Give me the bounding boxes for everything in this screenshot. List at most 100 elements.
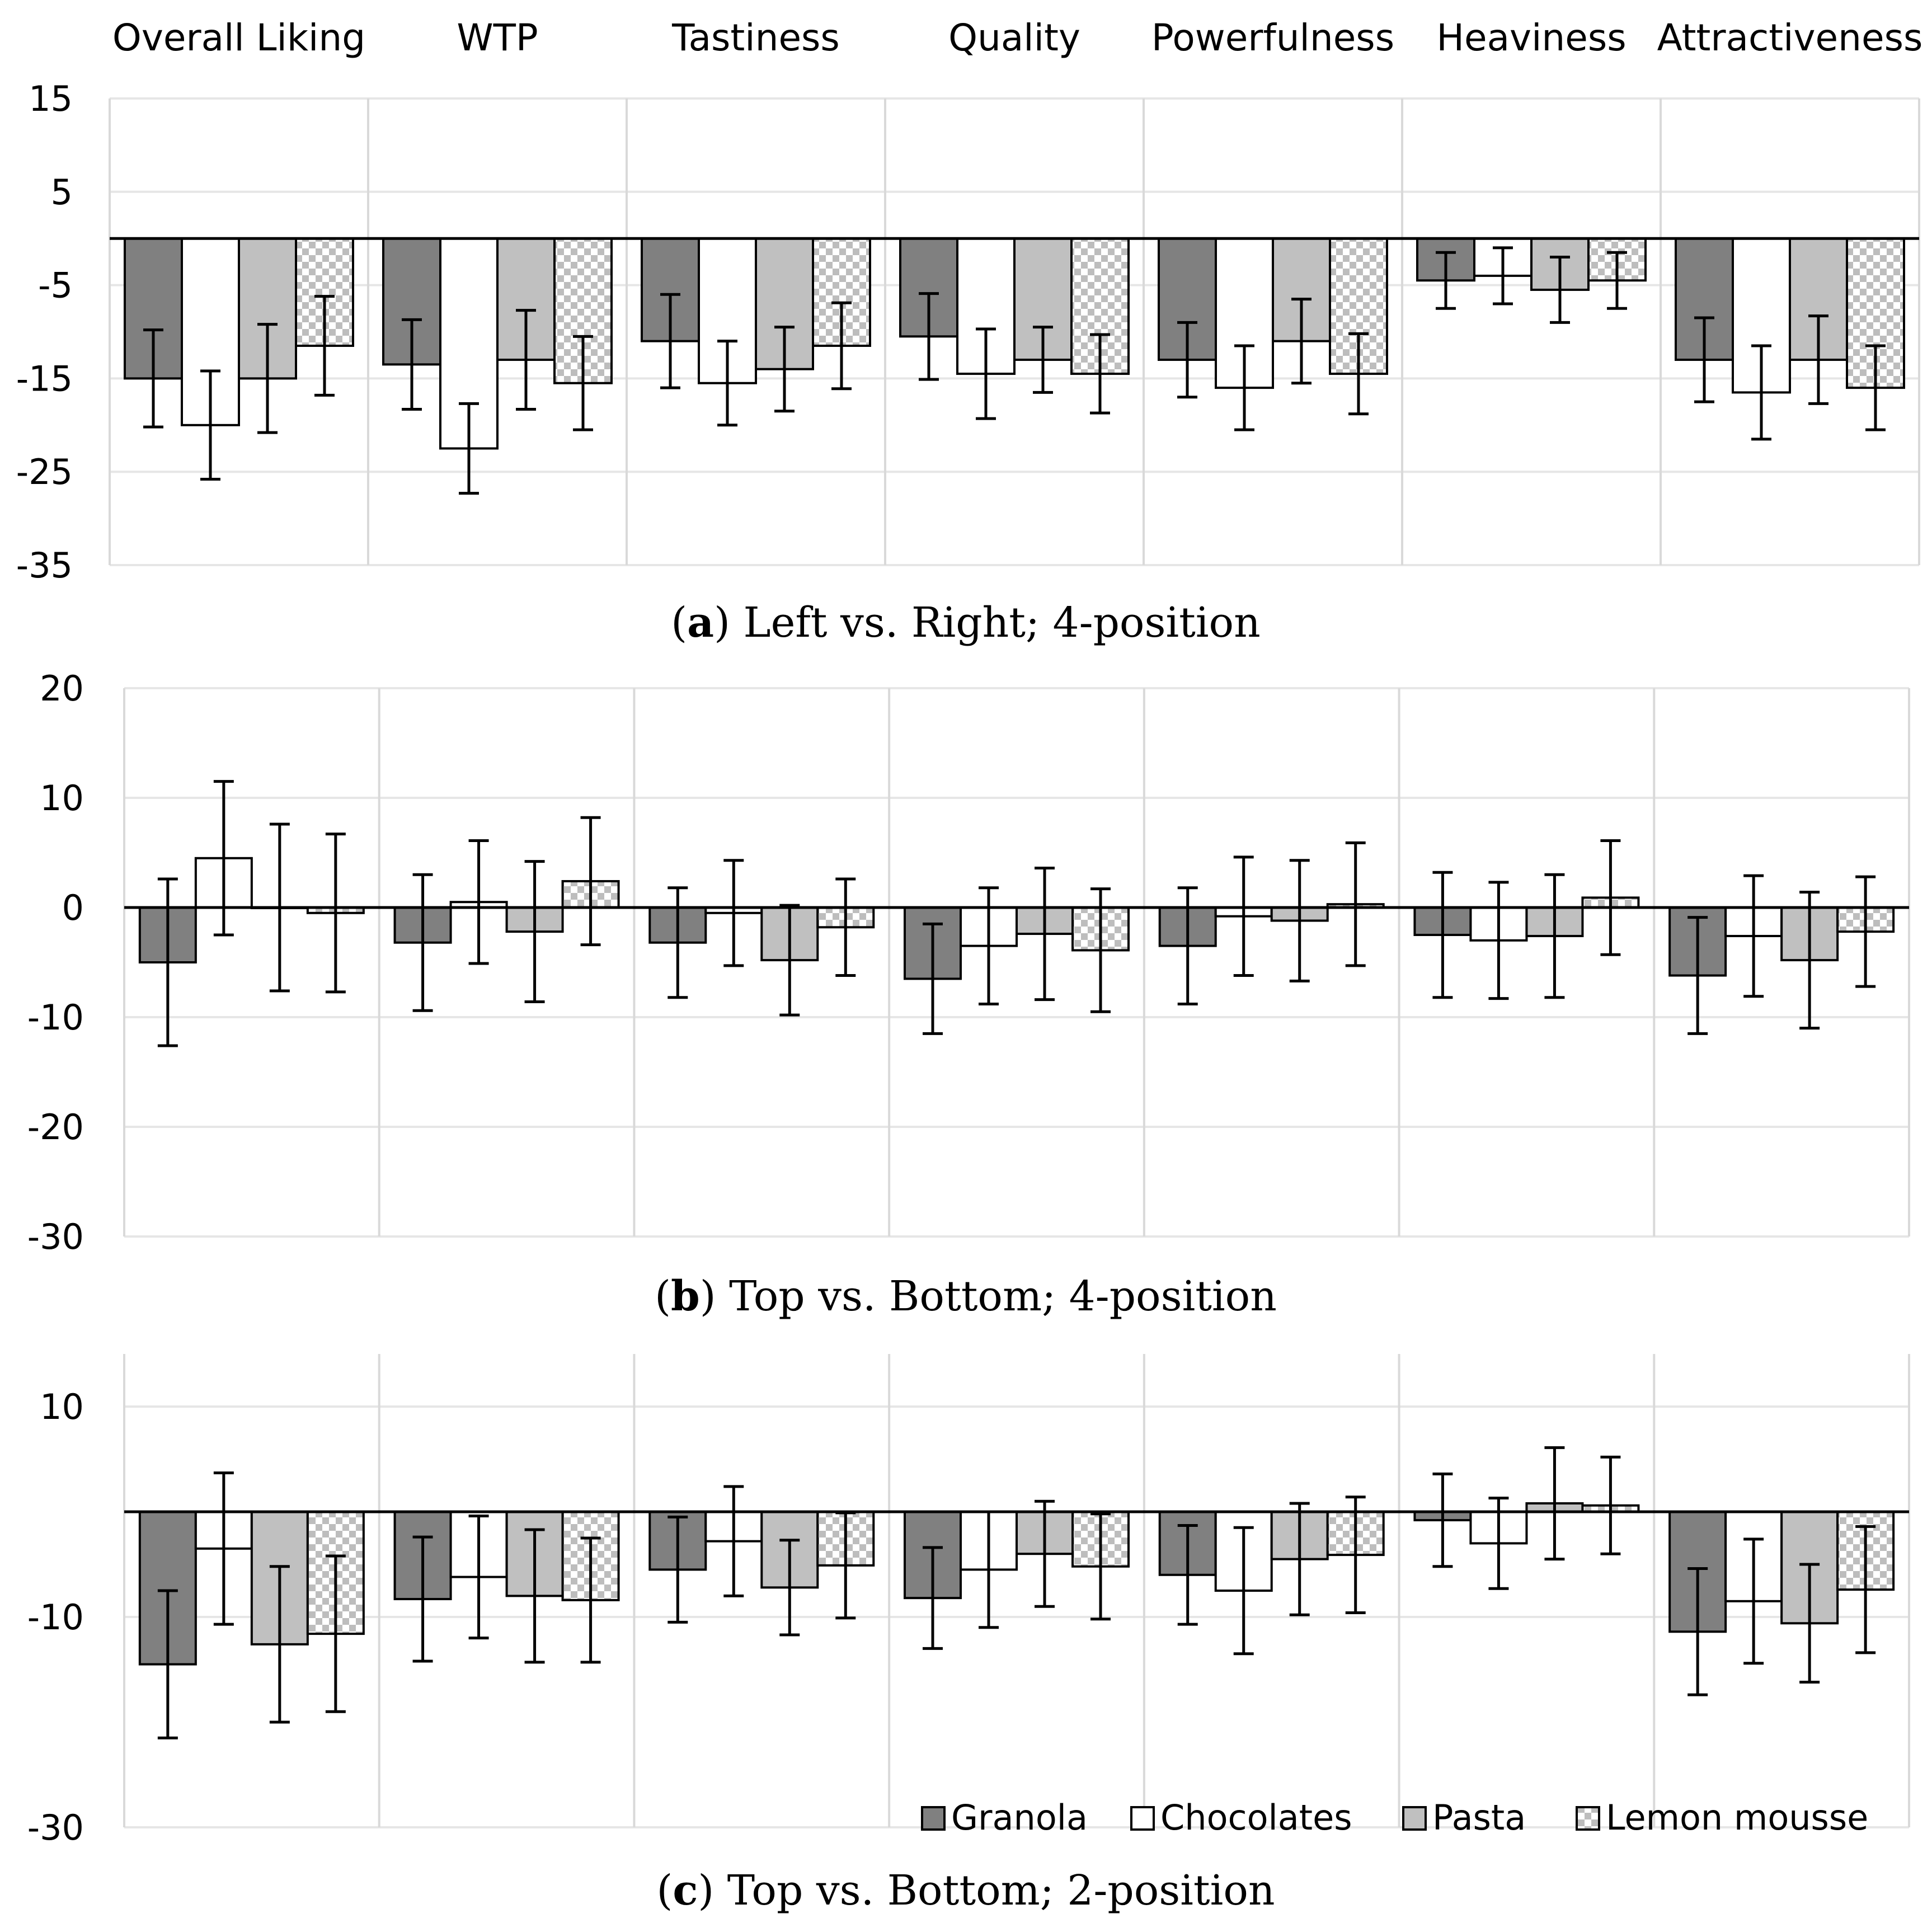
error-bar-granola-wtp (412, 1535, 433, 1663)
error-bar-lemon-mousse-overall-liking (325, 833, 346, 994)
caption-c: (c) Top vs. Bottom; 2-position (656, 1866, 1275, 1915)
caption-b-letter: b (671, 1272, 700, 1320)
error-bar-pasta-powerfulness (1289, 859, 1310, 982)
error-bar-lemon-mousse-powerfulness (1345, 841, 1366, 967)
error-bar-lemon-mousse-powerfulness (1345, 1496, 1366, 1614)
error-bar-pasta-wtp (516, 309, 536, 411)
error-bar-lemon-mousse-tastiness (831, 301, 852, 391)
category-label-heaviness: Heaviness (1436, 16, 1626, 59)
category-label-powerfulness: Powerfulness (1151, 16, 1394, 59)
panel-b: 20 10 0 -10 -20 -30 (27, 668, 1910, 1257)
y-tick-label: -10 (27, 1597, 84, 1638)
error-bar-granola-heaviness (1432, 871, 1453, 999)
error-bar-granola-overall-liking (143, 328, 163, 429)
error-bar-chocolates-attractiveness (1743, 874, 1764, 998)
error-bar-pasta-attractiveness (1808, 314, 1828, 405)
error-bar-granola-tastiness (667, 1515, 688, 1624)
error-bar-granola-wtp (402, 318, 422, 411)
legend-label-granola: Granola (951, 1797, 1088, 1838)
error-bar-lemon-mousse-overall-liking (314, 295, 335, 397)
error-bar-chocolates-attractiveness (1751, 344, 1771, 441)
error-bar-pasta-heaviness (1544, 1446, 1565, 1561)
caption-b-text: Top vs. Bottom; 4-position (729, 1272, 1277, 1320)
y-tick-label: -25 (16, 452, 73, 492)
error-bar-pasta-tastiness (779, 904, 800, 1017)
error-bar-chocolates-heaviness (1488, 1497, 1509, 1590)
y-tick-label: -30 (27, 1216, 84, 1257)
caption-b: (b) Top vs. Bottom; 4-position (655, 1272, 1277, 1320)
error-bar-lemon-mousse-attractiveness (1865, 344, 1886, 431)
error-bar-chocolates-powerfulness (1233, 1526, 1254, 1656)
error-bar-chocolates-tastiness (723, 859, 744, 967)
category-label-quality: Quality (948, 16, 1080, 59)
error-bar-chocolates-heaviness (1488, 881, 1509, 1000)
error-bar-pasta-tastiness (779, 1539, 800, 1637)
error-bar-lemon-mousse-wtp (580, 816, 601, 947)
error-bar-granola-heaviness (1432, 1472, 1453, 1568)
error-bar-granola-powerfulness (1177, 321, 1197, 399)
error-bar-chocolates-heaviness (1493, 246, 1513, 305)
category-header: Overall Liking WTP Tastiness Quality Powerfu… (112, 16, 1922, 59)
error-bar-granola-heaviness (1436, 251, 1456, 310)
caption-c-text: Top vs. Bottom; 2-position (727, 1866, 1275, 1915)
error-bar-pasta-overall-liking (257, 323, 278, 434)
y-tick-label: 15 (29, 78, 73, 119)
error-bar-pasta-heaviness (1550, 256, 1570, 324)
error-bar-granola-powerfulness (1177, 1524, 1198, 1626)
error-bar-chocolates-wtp (459, 402, 479, 495)
error-bar-lemon-mousse-heaviness (1600, 1455, 1621, 1555)
error-bar-pasta-quality (1035, 866, 1055, 1002)
error-bar-granola-attractiveness (1687, 916, 1708, 1035)
error-bar-lemon-mousse-wtp (573, 335, 593, 431)
error-bar-lemon-mousse-attractiveness (1855, 1525, 1876, 1654)
error-bar-chocolates-overall-liking (213, 780, 234, 937)
legend-label-pasta: Pasta (1432, 1797, 1526, 1838)
error-bar-pasta-quality (1033, 326, 1053, 394)
y-tick-label: 20 (40, 668, 84, 709)
error-bar-pasta-attractiveness (1799, 1563, 1820, 1684)
error-bar-pasta-wtp (524, 860, 545, 1004)
y-tick-label: -10 (27, 997, 84, 1038)
error-bar-lemon-mousse-tastiness (835, 877, 856, 977)
legend-swatch-pasta (1402, 1806, 1427, 1831)
category-label-tastiness: Tastiness (671, 16, 840, 59)
category-label-attractiveness: Attractiveness (1657, 16, 1923, 59)
error-bar-chocolates-tastiness (723, 1485, 744, 1597)
error-bar-granola-quality (923, 922, 943, 1035)
error-bar-chocolates-powerfulness (1233, 855, 1254, 977)
error-bar-chocolates-attractiveness (1743, 1538, 1764, 1665)
y-tick-label: -15 (16, 358, 73, 399)
error-bar-pasta-powerfulness (1291, 298, 1311, 385)
error-bar-lemon-mousse-overall-liking (325, 1554, 346, 1713)
error-bar-granola-wtp (412, 873, 433, 1012)
error-bar-lemon-mousse-powerfulness (1348, 332, 1369, 416)
error-bar-granola-overall-liking (157, 1589, 178, 1739)
error-bar-lemon-mousse-heaviness (1600, 839, 1621, 956)
caption-c-letter: c (673, 1866, 698, 1915)
error-bar-lemon-mousse-quality (1090, 887, 1111, 1013)
error-bar-pasta-wtp (524, 1528, 545, 1664)
error-bar-pasta-quality (1035, 1499, 1055, 1608)
error-bar-pasta-heaviness (1544, 873, 1565, 999)
error-bar-chocolates-tastiness (717, 340, 737, 427)
category-label-wtp: WTP (457, 16, 538, 59)
caption-a-letter: a (687, 599, 714, 647)
y-tick-label: -35 (16, 545, 73, 586)
panel-a: 15 5 -5 -15 -25 -35 (16, 78, 1920, 586)
error-bar-lemon-mousse-quality (1090, 1512, 1111, 1621)
y-tick-label: 10 (40, 1386, 84, 1427)
caption-a-text: Left vs. Right; 4-position (743, 599, 1260, 647)
error-bar-pasta-powerfulness (1289, 1502, 1310, 1616)
error-bar-pasta-overall-liking (269, 1565, 290, 1724)
error-bar-lemon-mousse-attractiveness (1855, 875, 1876, 988)
legend-swatch-granola (921, 1806, 946, 1831)
category-label-overall-liking: Overall Liking (112, 16, 365, 59)
y-tick-label: -30 (27, 1807, 84, 1848)
panel-c: 10 -10 -30 (27, 1354, 1910, 1848)
legend-label-lemon-mousse: Lemon mousse (1606, 1797, 1868, 1838)
error-bar-lemon-mousse-heaviness (1607, 251, 1627, 310)
legend-swatch-lemon-mousse (1576, 1806, 1600, 1831)
y-tick-label: -20 (27, 1107, 84, 1148)
y-tick-label: 10 (40, 778, 84, 819)
error-bar-granola-quality (919, 292, 939, 381)
